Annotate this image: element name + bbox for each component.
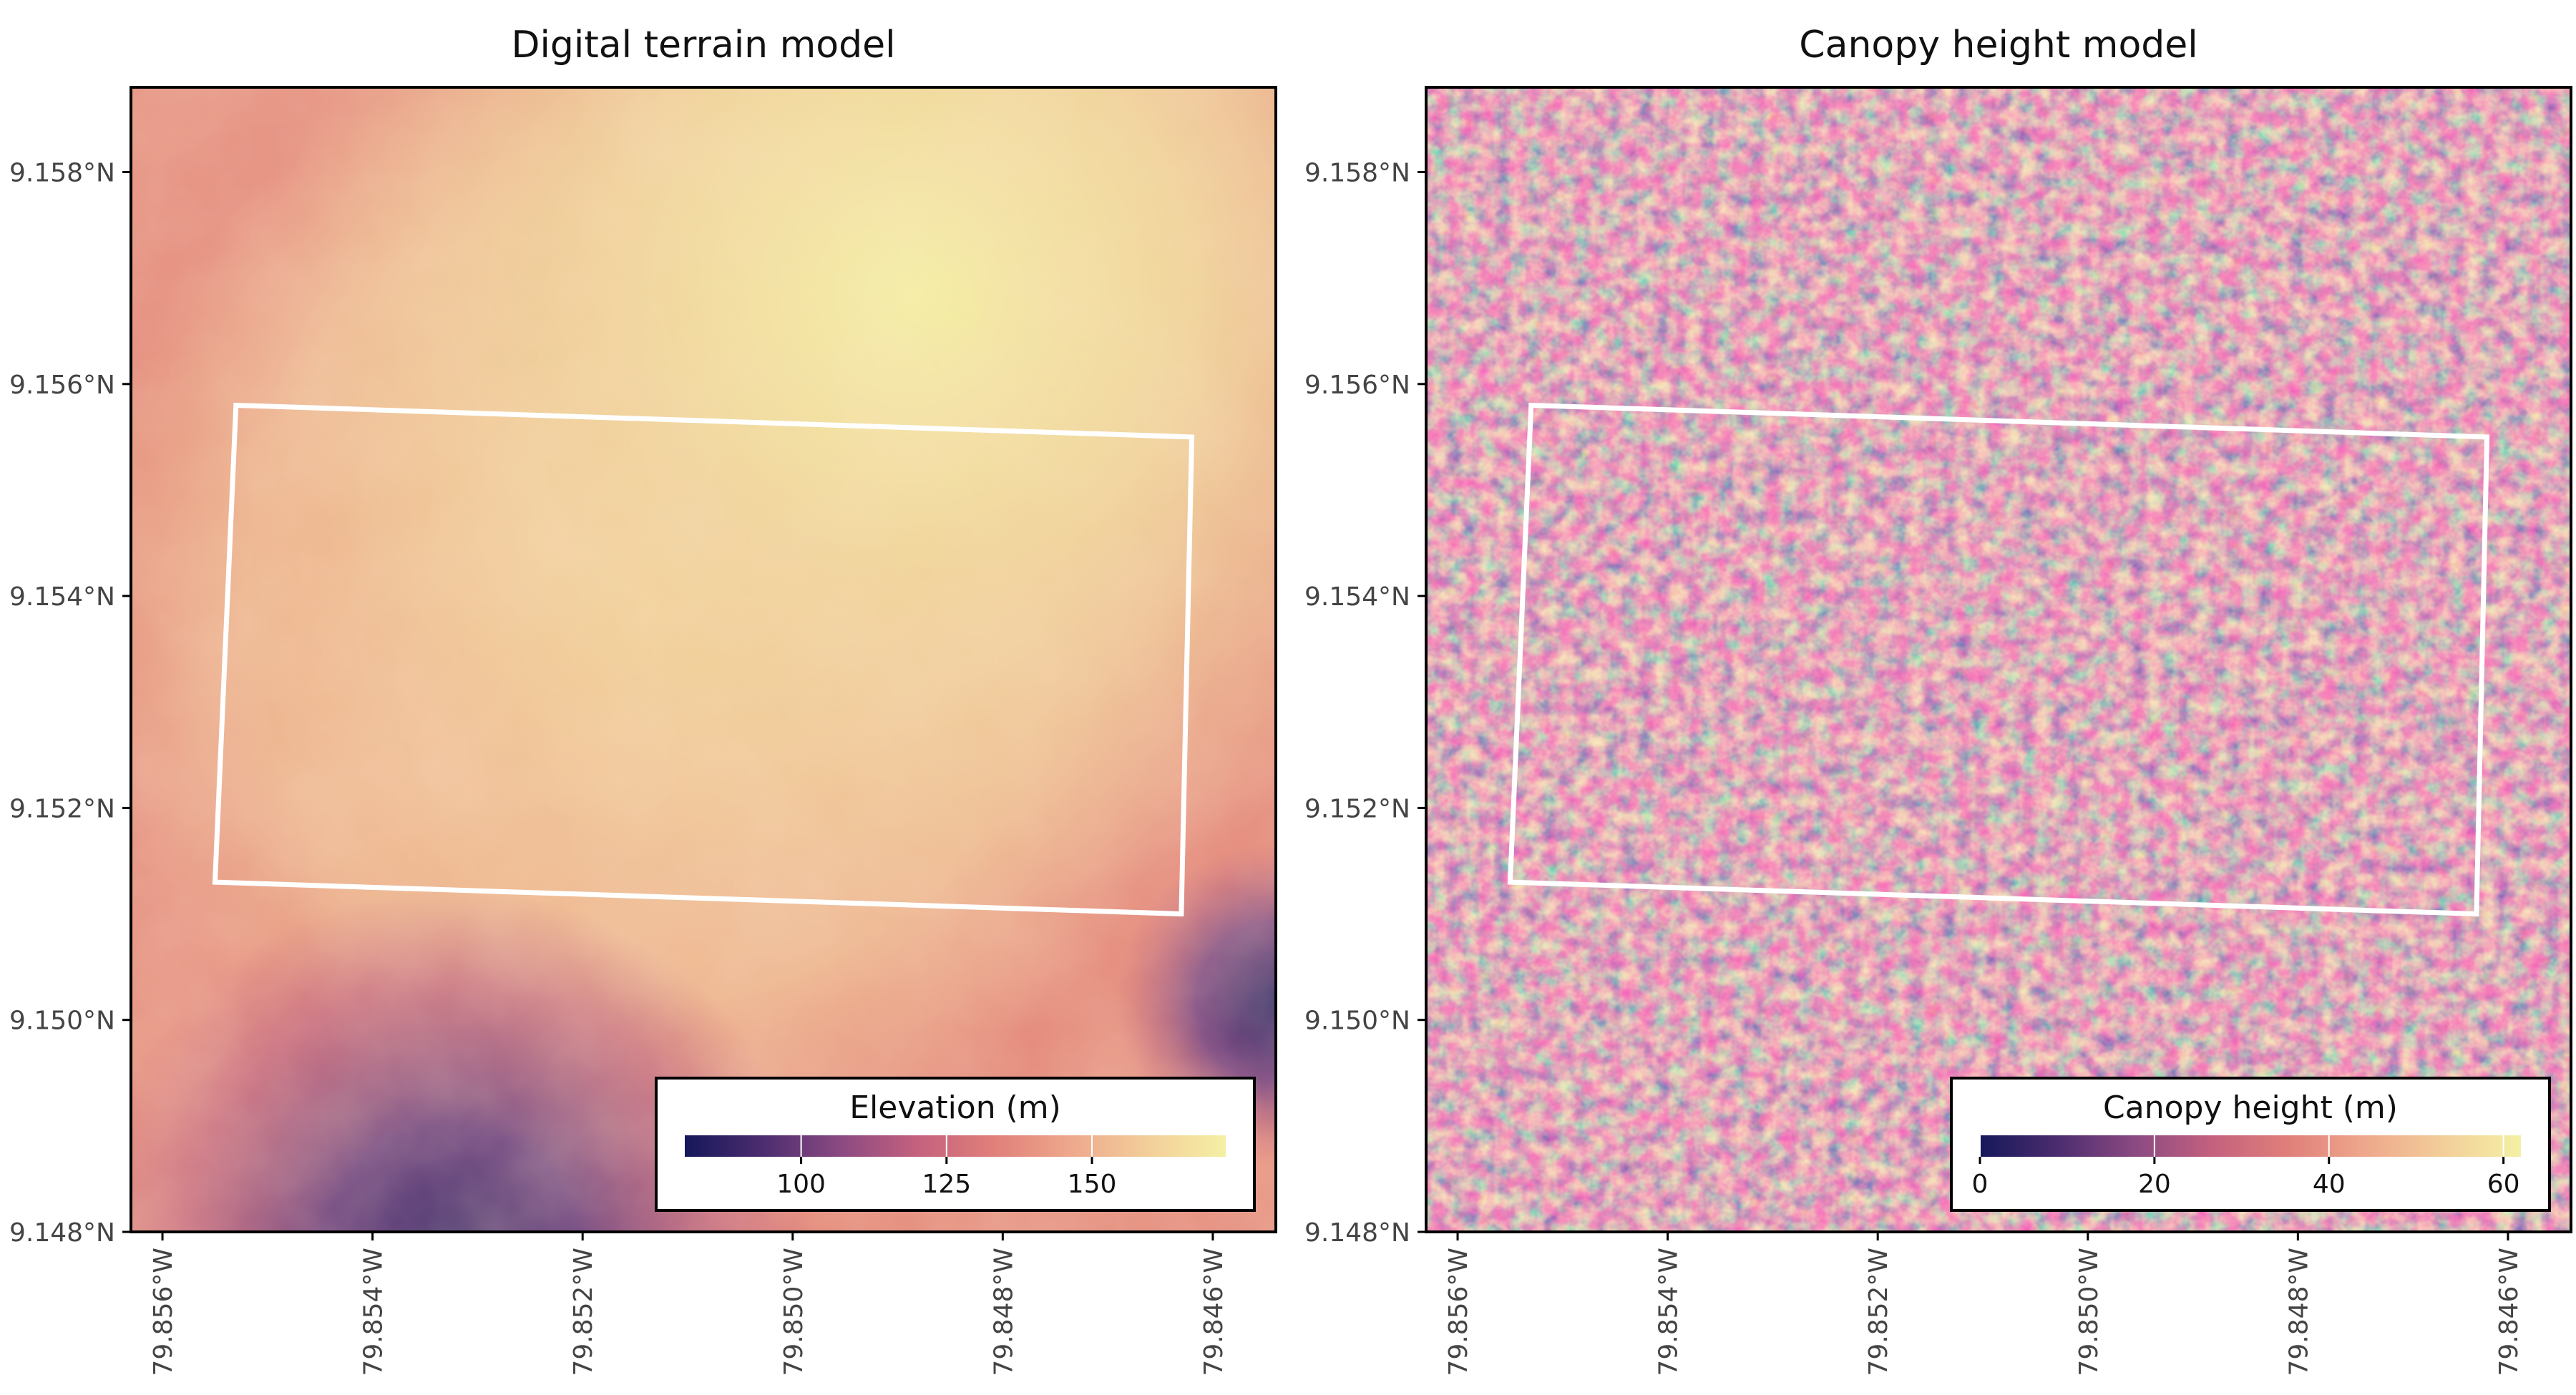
lat-tick-label: 9.150°N bbox=[1304, 1007, 1410, 1036]
dtm-plot-outline bbox=[212, 402, 1195, 917]
colorbar-tick-label: 125 bbox=[922, 1170, 971, 1199]
dtm-colorbar-ticks: 100 125 150 bbox=[776, 1135, 1116, 1199]
lat-tick-label: 9.154°N bbox=[1304, 582, 1410, 612]
lon-tick-label: 79.856°W bbox=[149, 1248, 178, 1376]
lon-tick-label: 79.852°W bbox=[569, 1248, 598, 1376]
lat-tick-label: 9.156°N bbox=[1304, 371, 1410, 400]
colorbar-tick-label: 0 bbox=[1972, 1170, 1989, 1199]
lat-tick-label: 9.158°N bbox=[9, 159, 115, 188]
colorbar-tick-label: 60 bbox=[2487, 1170, 2520, 1199]
lat-tick-label: 9.152°N bbox=[1304, 794, 1410, 823]
dtm-legend-title: Elevation (m) bbox=[849, 1090, 1061, 1126]
lon-tick-label: 79.852°W bbox=[1864, 1248, 1893, 1376]
chm-plot-outline bbox=[1507, 402, 2490, 917]
lat-tick-label: 9.148°N bbox=[9, 1218, 115, 1248]
dtm-colorbar bbox=[685, 1135, 1226, 1157]
lon-tick-label: 79.846°W bbox=[1199, 1248, 1229, 1376]
chm-lat-axis: 9.158°N 9.156°N 9.154°N 9.152°N 9.150°N 9.148… bbox=[1304, 159, 1426, 1248]
dtm-raster bbox=[131, 87, 1276, 1232]
colorbar-tick-label: 40 bbox=[2313, 1170, 2346, 1199]
lon-tick-label: 79.850°W bbox=[779, 1248, 809, 1376]
dtm-frame bbox=[130, 86, 1277, 1233]
chm-title: Canopy height model bbox=[1799, 24, 2197, 67]
lat-tick-label: 9.150°N bbox=[9, 1007, 115, 1036]
lat-tick-label: 9.156°N bbox=[9, 371, 115, 400]
lat-tick-label: 9.158°N bbox=[1304, 159, 1410, 188]
dtm-lon-axis: 79.856°W 79.854°W 79.852°W 79.850°W 79.848°W… bbox=[149, 1232, 1229, 1376]
colorbar-tick-label: 100 bbox=[776, 1170, 826, 1199]
colorbar-tick-label: 20 bbox=[2138, 1170, 2171, 1199]
lon-tick-label: 79.846°W bbox=[2494, 1248, 2524, 1376]
lon-tick-label: 79.854°W bbox=[1654, 1248, 1684, 1376]
lat-tick-label: 9.148°N bbox=[1304, 1218, 1410, 1248]
chm-panel: Canopy height model 9.158°N 9.156°N 9.154°… bbox=[1304, 24, 2572, 1376]
dtm-panel: Digital terrain model 9.158°N9.156°N9.15… bbox=[9, 24, 1277, 1376]
colorbar-tick-label: 150 bbox=[1068, 1170, 1117, 1199]
dtm-lat-axis: 9.158°N 9.156°N 9.154°N 9.152°N 9.150°N 9.148… bbox=[9, 159, 131, 1248]
dtm-title: Digital terrain model bbox=[511, 24, 895, 67]
lon-tick-label: 79.848°W bbox=[989, 1248, 1018, 1376]
lon-tick-label: 79.850°W bbox=[2074, 1248, 2104, 1376]
chm-lon-axis: 79.856°W 79.854°W 79.852°W 79.850°W 79.848°W… bbox=[1444, 1232, 2524, 1376]
chm-legend: Canopy height (m) 0 20 40 60 bbox=[1950, 1077, 2551, 1212]
dtm-legend: Elevation (m) 100 125 150 bbox=[655, 1077, 1256, 1212]
lon-tick-label: 79.856°W bbox=[1444, 1248, 1473, 1376]
lon-tick-label: 79.848°W bbox=[2284, 1248, 2313, 1376]
chm-frame bbox=[1425, 86, 2572, 1233]
lat-tick-label: 9.152°N bbox=[9, 794, 115, 823]
chm-colorbar-ticks: 0 20 40 60 bbox=[1972, 1135, 2520, 1199]
lat-tick-label: 9.154°N bbox=[9, 582, 115, 612]
chm-legend-title: Canopy height (m) bbox=[2103, 1090, 2398, 1126]
chm-raster bbox=[1426, 87, 2571, 1232]
lon-tick-label: 79.854°W bbox=[359, 1248, 389, 1376]
chm-colorbar bbox=[1980, 1135, 2521, 1157]
